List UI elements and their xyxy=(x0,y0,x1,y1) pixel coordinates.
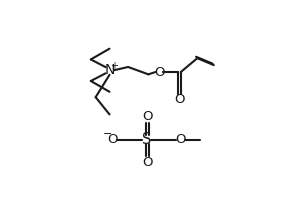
Text: O: O xyxy=(175,93,185,106)
Text: O: O xyxy=(142,110,153,123)
Text: +: + xyxy=(110,61,118,71)
Text: O: O xyxy=(175,133,186,146)
Text: −: − xyxy=(103,129,112,139)
Text: O: O xyxy=(154,66,164,79)
Text: N: N xyxy=(104,63,115,77)
Text: S: S xyxy=(142,132,151,147)
Text: O: O xyxy=(107,133,118,146)
Text: O: O xyxy=(142,156,153,169)
